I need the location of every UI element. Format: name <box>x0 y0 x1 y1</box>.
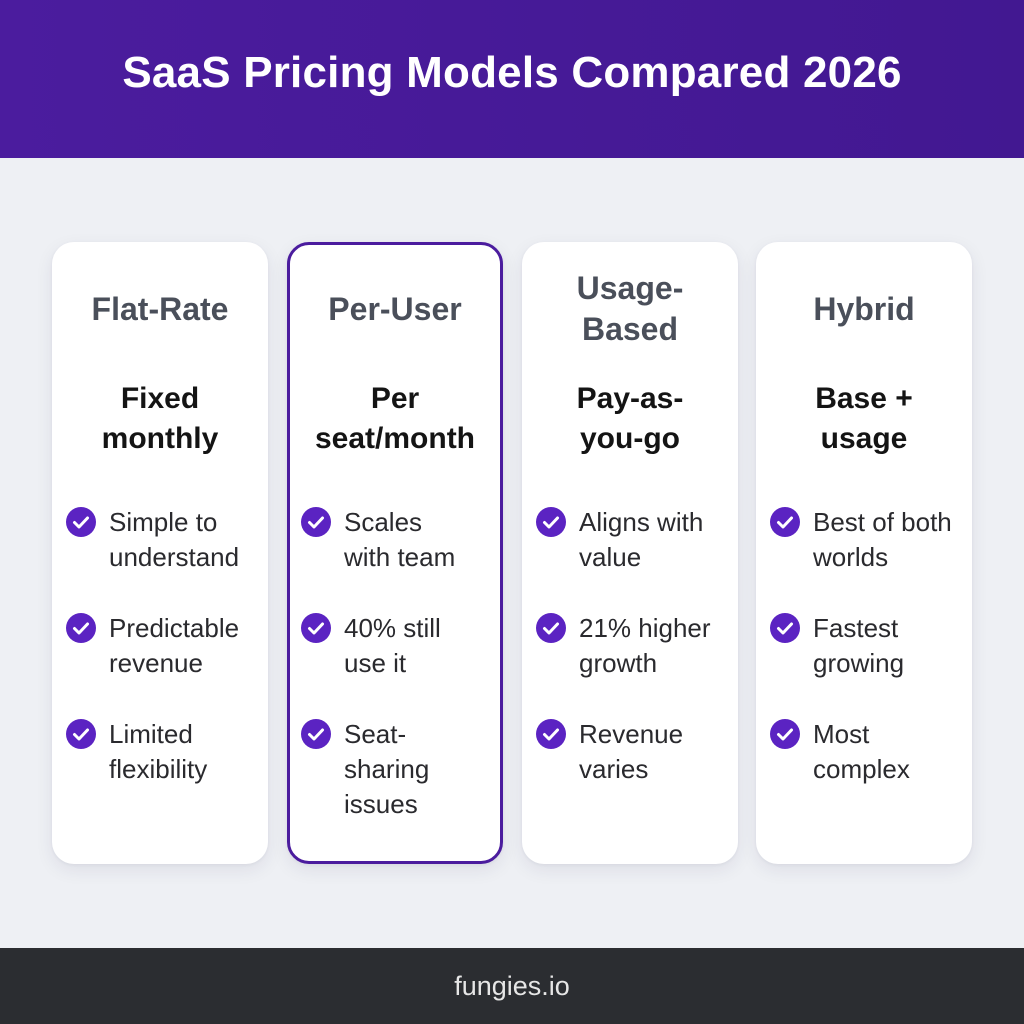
feature-item: Limited flexibility <box>66 717 260 787</box>
feature-text: Simple to understand <box>109 507 240 572</box>
pricing-card-per-user: Per-User Per seat/month Scales with team… <box>287 242 503 864</box>
feature-item: Most complex <box>770 717 964 787</box>
page-title: SaaS Pricing Models Compared 2026 <box>122 48 902 97</box>
feature-text: Seat-sharing issues <box>344 719 430 819</box>
header-banner: SaaS Pricing Models Compared 2026 <box>0 0 1024 158</box>
feature-text: 40% still use it <box>344 613 441 678</box>
plan-name: Hybrid <box>813 291 915 327</box>
footer-brand-text: fungies.io <box>454 970 570 1001</box>
feature-text: Best of both worlds <box>813 507 952 572</box>
feature-text: Aligns with value <box>579 507 704 572</box>
feature-item: Best of both worlds <box>770 505 964 575</box>
feature-text: Scales with team <box>344 507 456 572</box>
feature-text: Most complex <box>813 719 910 784</box>
feature-text: Limited flexibility <box>109 719 208 784</box>
feature-item: Simple to understand <box>66 505 260 575</box>
feature-item: 40% still use it <box>301 611 492 681</box>
check-circle-icon <box>301 507 331 537</box>
plan-tagline: Base + usage <box>815 382 913 455</box>
feature-item: Fastest growing <box>770 611 964 681</box>
feature-text: Predictable revenue <box>109 613 240 678</box>
pricing-card-hybrid: Hybrid Base + usage Best of both worlds … <box>756 242 972 864</box>
feature-item: Seat-sharing issues <box>301 717 492 822</box>
check-circle-icon <box>536 613 566 643</box>
plan-tagline: Fixed monthly <box>101 382 219 455</box>
check-circle-icon <box>770 613 800 643</box>
feature-item: Aligns with value <box>536 505 730 575</box>
feature-item: Scales with team <box>301 505 492 575</box>
check-circle-icon <box>66 507 96 537</box>
footer-bar: fungies.io <box>0 948 1024 1024</box>
check-circle-icon <box>66 719 96 749</box>
check-circle-icon <box>770 719 800 749</box>
feature-text: Fastest growing <box>813 613 905 678</box>
plan-name: Per-User <box>328 291 462 327</box>
pricing-card-usage-based: Usage-Based Pay-as-you-go Aligns with va… <box>522 242 738 864</box>
feature-text: 21% higher growth <box>579 613 711 678</box>
check-circle-icon <box>301 613 331 643</box>
check-circle-icon <box>536 719 566 749</box>
check-circle-icon <box>536 507 566 537</box>
feature-item: Revenue varies <box>536 717 730 787</box>
plan-name: Usage-Based <box>576 270 684 347</box>
feature-text: Revenue varies <box>579 719 684 784</box>
plan-tagline: Per seat/month <box>314 382 476 455</box>
check-circle-icon <box>301 719 331 749</box>
check-circle-icon <box>66 613 96 643</box>
plan-tagline: Pay-as-you-go <box>576 382 684 455</box>
feature-item: Predictable revenue <box>66 611 260 681</box>
pricing-card-flat-rate: Flat-Rate Fixed monthly Simple to unders… <box>52 242 268 864</box>
check-circle-icon <box>770 507 800 537</box>
plan-name: Flat-Rate <box>91 291 229 327</box>
feature-item: 21% higher growth <box>536 611 730 681</box>
